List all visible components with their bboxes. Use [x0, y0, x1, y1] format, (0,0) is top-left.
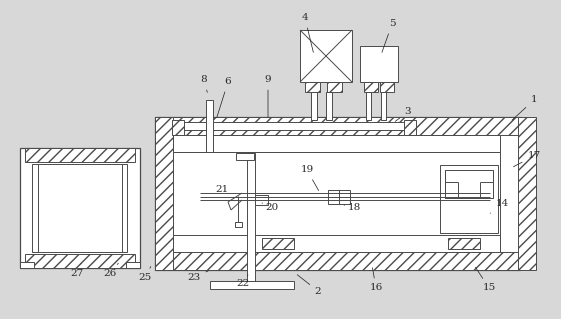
Bar	[20, 148, 140, 268]
Bar	[32, 164, 127, 252]
Bar	[236, 153, 254, 160]
Bar	[326, 92, 332, 120]
Text: 20: 20	[262, 203, 279, 211]
Text: 14: 14	[490, 199, 509, 213]
Bar	[311, 92, 317, 120]
Text: 25: 25	[139, 266, 151, 283]
Text: 18: 18	[344, 204, 361, 212]
Text: 3: 3	[396, 108, 411, 121]
Text: 26: 26	[103, 263, 118, 278]
Text: 16: 16	[369, 268, 383, 293]
Text: 22: 22	[236, 275, 250, 287]
Bar	[404, 120, 416, 135]
Text: 1: 1	[512, 95, 537, 120]
Bar	[173, 135, 500, 152]
Bar	[155, 117, 520, 270]
Bar	[173, 235, 500, 252]
Bar	[206, 100, 213, 152]
Text: 4: 4	[302, 13, 314, 52]
Text: 27: 27	[70, 263, 84, 278]
Bar	[366, 92, 371, 120]
Bar	[25, 254, 135, 268]
Bar	[380, 82, 394, 92]
Bar	[440, 165, 498, 233]
Text: 17: 17	[513, 152, 541, 167]
Text: 9: 9	[265, 76, 272, 117]
Text: 5: 5	[382, 19, 396, 52]
Text: 23: 23	[187, 271, 208, 281]
Bar	[25, 148, 135, 162]
Bar	[381, 92, 386, 120]
Text: 19: 19	[300, 166, 319, 190]
Bar	[172, 120, 184, 135]
Bar	[155, 117, 520, 135]
Bar	[448, 238, 480, 249]
Bar	[518, 117, 536, 270]
Text: 8: 8	[201, 76, 208, 92]
Bar	[235, 222, 242, 227]
Bar	[155, 117, 173, 270]
Bar	[300, 30, 352, 82]
Text: 2: 2	[297, 275, 321, 295]
Bar	[210, 281, 294, 289]
Bar	[328, 190, 350, 204]
Bar	[253, 195, 268, 205]
Bar	[155, 252, 520, 270]
Text: 6: 6	[217, 78, 231, 117]
Text: 21: 21	[215, 186, 234, 198]
Bar	[360, 46, 398, 82]
Bar	[327, 82, 342, 92]
Bar	[184, 122, 404, 130]
Text: 15: 15	[476, 267, 495, 293]
Bar	[445, 170, 493, 198]
Bar	[126, 262, 140, 268]
Bar	[173, 152, 500, 252]
Bar	[20, 262, 34, 268]
Bar	[364, 82, 378, 92]
Bar	[305, 82, 320, 92]
Bar	[262, 238, 294, 249]
Bar	[247, 153, 255, 283]
